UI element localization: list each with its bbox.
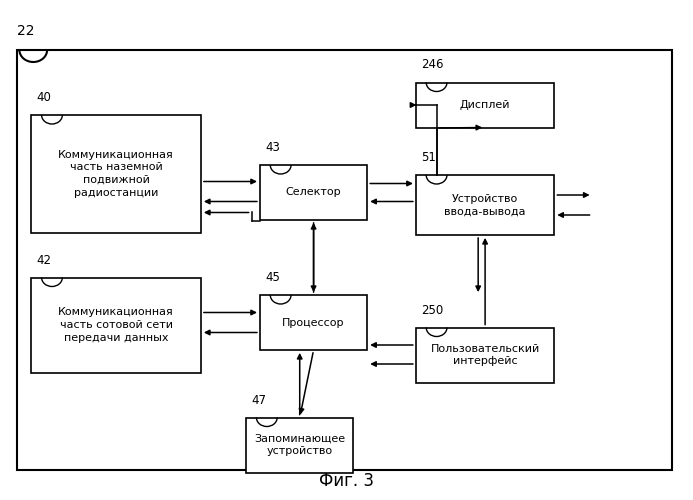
Bar [260,295,367,350]
Text: 45: 45 [265,271,280,284]
Text: Селектор: Селектор [286,188,342,198]
Text: 22: 22 [17,24,35,38]
Bar [31,278,201,372]
Text: Запоминающее
устройство: Запоминающее устройство [254,434,345,456]
Text: 42: 42 [37,254,52,266]
Text: Пользовательский
интерфейс: Пользовательский интерфейс [430,344,540,366]
Text: Устройство
ввода-вывода: Устройство ввода-вывода [444,194,526,216]
Text: Процессор: Процессор [282,318,345,328]
Text: Коммуникационная
часть сотовой сети
передачи данных: Коммуникационная часть сотовой сети пере… [58,307,174,343]
Bar [416,82,554,128]
Text: 40: 40 [37,91,51,104]
Bar [416,175,554,235]
Bar [246,418,353,472]
Text: Фиг. 3: Фиг. 3 [319,472,374,490]
Text: 51: 51 [421,151,436,164]
Bar [17,50,672,470]
Text: Дисплей: Дисплей [460,100,510,110]
Bar [416,328,554,382]
Bar [31,115,201,232]
Text: 246: 246 [421,58,444,71]
Text: 47: 47 [252,394,267,406]
Text: Коммуникационная
часть наземной
подвижной
радиостанции: Коммуникационная часть наземной подвижно… [58,150,174,198]
Text: 250: 250 [421,304,444,316]
Text: 43: 43 [265,141,280,154]
Bar [260,165,367,220]
